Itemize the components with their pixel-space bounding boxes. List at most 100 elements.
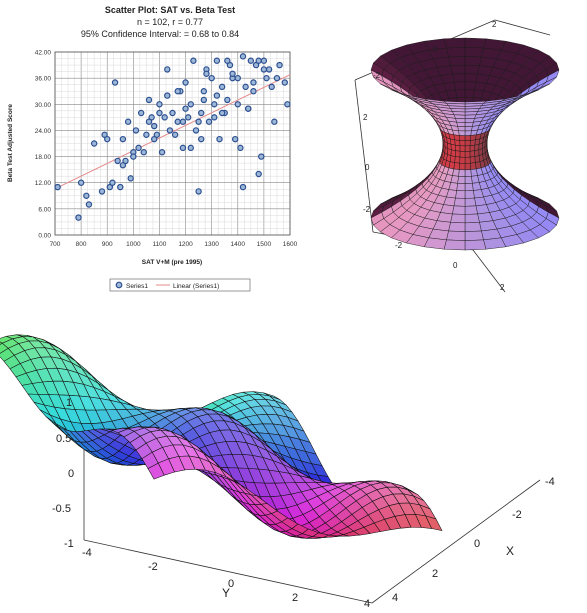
surface-patch — [459, 135, 466, 141]
legend: Series1 Linear (Series1) — [109, 278, 251, 292]
tick-label: 1 — [66, 397, 72, 409]
surface-patch — [464, 126, 473, 132]
x-axis-label: SAT V+M (pre 1995) — [142, 259, 202, 266]
data-point — [213, 57, 221, 64]
data-point — [85, 201, 93, 208]
data-point — [200, 88, 208, 95]
surface-patch — [474, 149, 480, 157]
data-point — [119, 162, 127, 169]
wave-surface-plot: 1 0.5 0 -0.5 -1 -4 -2 0 2 4 -4 -2 0 2 4 … — [0, 334, 555, 610]
data-point — [205, 118, 213, 125]
y-tick-label: 0.00 — [38, 233, 51, 240]
x-axis-line — [371, 479, 541, 604]
data-point — [195, 188, 202, 195]
surface-patch — [464, 135, 471, 141]
surface-patch — [0, 341, 3, 345]
data-point — [265, 66, 273, 73]
x-tick-label: 1600 — [283, 241, 298, 248]
surface-patch — [459, 145, 466, 152]
x-tick-label: 700 — [50, 241, 61, 248]
surface-patch — [469, 156, 476, 164]
y-tick-label: 18.00 — [35, 154, 52, 161]
tick-label: 4 — [392, 592, 398, 604]
plot-frame — [54, 51, 291, 236]
y-tick-label: 42.00 — [35, 50, 52, 57]
data-point — [135, 144, 142, 152]
data-point — [239, 183, 247, 191]
tick-label: 2 — [292, 592, 298, 604]
surface-patch — [464, 37, 487, 49]
data-points — [54, 53, 291, 221]
surface-mesh — [0, 334, 443, 539]
data-point — [192, 127, 200, 134]
data-point — [184, 114, 192, 121]
y-tick-labels: 0.00 6.00 12.00 18.00 24.00 30.00 36.00 42.00 — [35, 50, 52, 240]
surface-patch — [452, 168, 460, 177]
data-point — [124, 118, 132, 125]
data-point — [195, 118, 202, 125]
data-point — [153, 131, 161, 138]
tick-label: -4 — [545, 476, 555, 488]
tick-label: 4 — [364, 598, 370, 608]
legend-marker-series1 — [115, 281, 123, 289]
data-point — [174, 88, 181, 95]
data-point — [258, 153, 265, 160]
data-point — [242, 83, 249, 91]
surface-patch — [456, 183, 466, 192]
data-point — [109, 179, 116, 186]
scatter-plot-panel: Scatter Plot: SAT vs. Beta Test n = 102,… — [0, 0, 300, 300]
tick-label: 0 — [433, 45, 438, 54]
data-point — [234, 101, 241, 108]
tick-label: 0 — [68, 468, 74, 480]
data-point — [187, 101, 194, 108]
hyperboloid-plot: -2 0 2 -2 0 2 -2 0 2 — [354, 19, 560, 293]
data-point — [179, 144, 187, 152]
y-tick-labels: -4 -2 0 2 4 — [82, 547, 370, 610]
surface-patch — [464, 151, 471, 158]
data-point — [104, 135, 111, 143]
surface-patch — [457, 126, 466, 132]
surface-patch — [464, 121, 474, 127]
surface-patch — [452, 73, 466, 83]
data-point — [161, 114, 168, 121]
data-point — [211, 101, 218, 108]
surface-patch — [464, 118, 475, 123]
data-point — [271, 118, 278, 125]
data-point — [182, 79, 189, 86]
tick-label: -2 — [512, 509, 522, 521]
surface-patch — [459, 140, 466, 147]
data-point — [75, 214, 82, 221]
data-point — [263, 74, 270, 82]
surface-patch — [448, 222, 466, 232]
legend-box — [109, 278, 251, 292]
y-tick-label: 36.00 — [35, 76, 52, 83]
y-tick-label: 12.00 — [35, 180, 52, 187]
tick-label: 0 — [474, 538, 480, 550]
surface-patch — [464, 73, 478, 83]
surface-patch — [464, 64, 480, 75]
y-tick-label: 30.00 — [35, 102, 52, 109]
surface-patch — [446, 230, 466, 241]
surface-patch — [464, 222, 482, 232]
surface-patch — [456, 121, 466, 127]
x-tick-label: 800 — [76, 241, 87, 248]
surface-patch — [450, 64, 466, 75]
surface-patch — [474, 155, 481, 163]
z-tick-labels: 1 0.5 0 -0.5 -1 — [52, 397, 74, 550]
surface-patch — [464, 169, 472, 177]
data-point — [171, 131, 179, 138]
surface-patch — [470, 162, 477, 170]
legend-label-linear: Linear (Series1) — [173, 283, 219, 290]
data-point — [208, 74, 215, 82]
data-point — [145, 96, 153, 104]
data-point — [255, 57, 262, 64]
data-point — [190, 57, 197, 64]
data-point — [164, 66, 171, 73]
chart-title: Scatter Plot: SAT vs. Beta Test — [105, 5, 235, 15]
data-point — [216, 135, 223, 143]
surface-patch — [464, 197, 477, 207]
data-point — [281, 79, 288, 86]
data-point — [200, 96, 208, 104]
surface-patch — [459, 162, 466, 171]
chart-subtitle-ci: 95% Confidence Interval: = 0.68 to 0.84 — [81, 29, 239, 39]
